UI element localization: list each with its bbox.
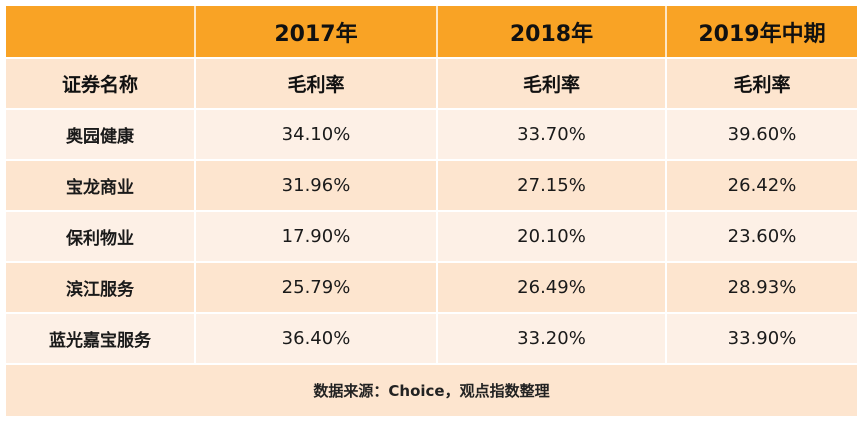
security-name: 滨江服务	[6, 261, 196, 312]
gross-margin-table: 2017年 2018年 2019年中期 证券名称 毛利率 毛利率 毛利率 奥园健…	[6, 6, 857, 416]
margin-value: 31.96%	[196, 159, 438, 210]
margin-value: 26.49%	[438, 261, 667, 312]
year-header-row: 2017年 2018年 2019年中期	[6, 6, 857, 57]
security-name: 蓝光嘉宝服务	[6, 312, 196, 363]
year-header-2018: 2018年	[438, 6, 667, 57]
data-source-note: 数据来源：Choice，观点指数整理	[6, 363, 857, 416]
security-name: 奥园健康	[6, 108, 196, 159]
gross-margin-header-2019: 毛利率	[667, 57, 857, 108]
security-name-header: 证券名称	[6, 57, 196, 108]
margin-value: 27.15%	[438, 159, 667, 210]
margin-value: 39.60%	[667, 108, 857, 159]
year-header-2017: 2017年	[196, 6, 438, 57]
table-row: 宝龙商业 31.96% 27.15% 26.42%	[6, 159, 857, 210]
margin-value: 33.20%	[438, 312, 667, 363]
column-label-row: 证券名称 毛利率 毛利率 毛利率	[6, 57, 857, 108]
security-name: 保利物业	[6, 210, 196, 261]
table-row: 滨江服务 25.79% 26.49% 28.93%	[6, 261, 857, 312]
table-row: 蓝光嘉宝服务 36.40% 33.20% 33.90%	[6, 312, 857, 363]
margin-value: 17.90%	[196, 210, 438, 261]
table-row: 奥园健康 34.10% 33.70% 39.60%	[6, 108, 857, 159]
margin-value: 33.70%	[438, 108, 667, 159]
margin-value: 23.60%	[667, 210, 857, 261]
margin-value: 36.40%	[196, 312, 438, 363]
gross-margin-table-container: 2017年 2018年 2019年中期 证券名称 毛利率 毛利率 毛利率 奥园健…	[6, 6, 857, 416]
source-row: 数据来源：Choice，观点指数整理	[6, 363, 857, 416]
margin-value: 20.10%	[438, 210, 667, 261]
margin-value: 26.42%	[667, 159, 857, 210]
gross-margin-header-2018: 毛利率	[438, 57, 667, 108]
year-header-2019-interim: 2019年中期	[667, 6, 857, 57]
corner-cell	[6, 6, 196, 57]
margin-value: 28.93%	[667, 261, 857, 312]
margin-value: 34.10%	[196, 108, 438, 159]
margin-value: 33.90%	[667, 312, 857, 363]
gross-margin-header-2017: 毛利率	[196, 57, 438, 108]
security-name: 宝龙商业	[6, 159, 196, 210]
margin-value: 25.79%	[196, 261, 438, 312]
table-row: 保利物业 17.90% 20.10% 23.60%	[6, 210, 857, 261]
